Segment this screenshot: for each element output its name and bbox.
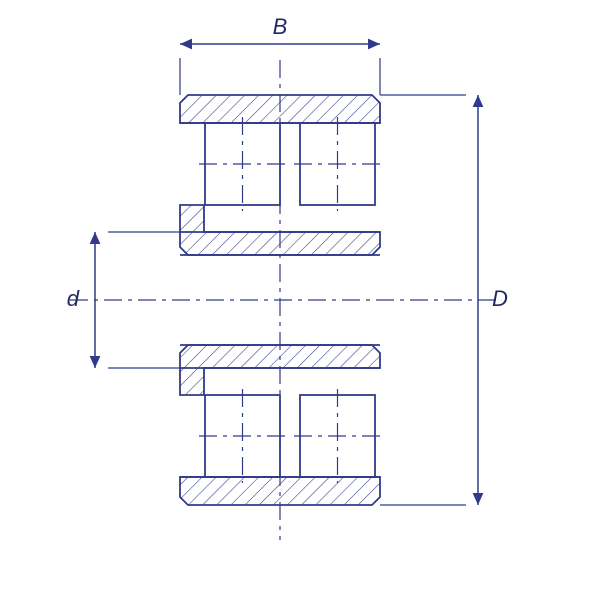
dim-label-D: D — [492, 286, 508, 311]
dim-label-B: B — [273, 14, 288, 39]
dim-label-d: d — [67, 286, 80, 311]
